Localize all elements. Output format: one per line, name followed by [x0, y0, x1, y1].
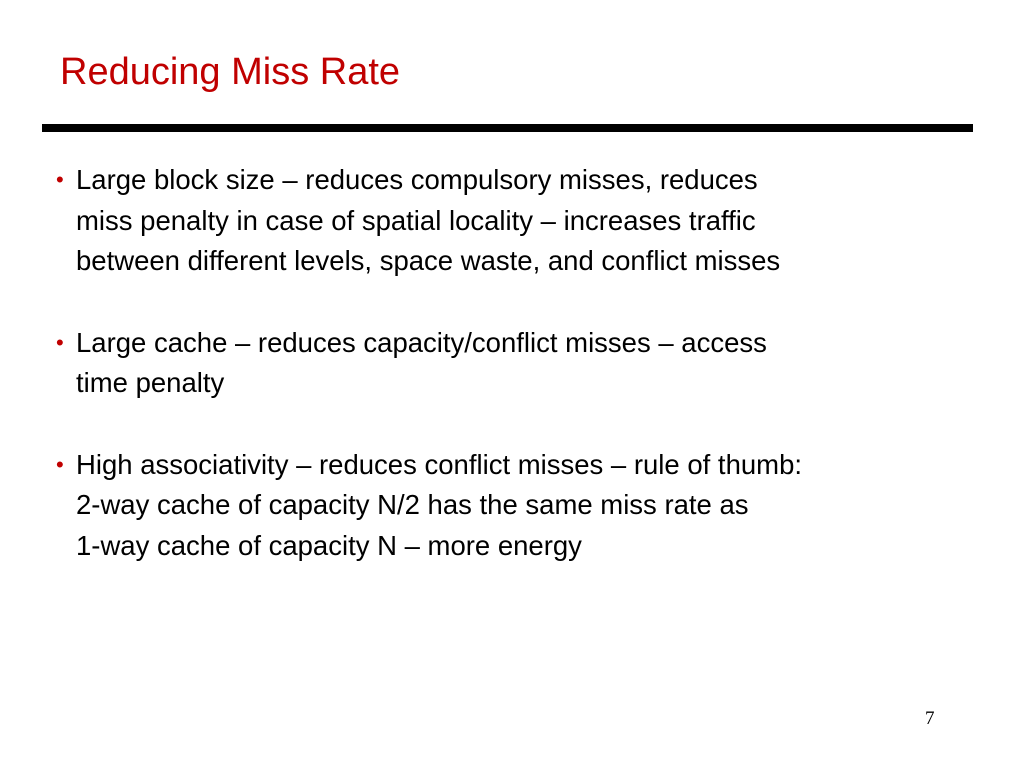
bullet-dot-icon: •	[56, 167, 64, 192]
bullet-dot-icon: •	[56, 329, 64, 355]
bullet-line: Large block size – reduces compulsory mi…	[76, 164, 758, 195]
bullet-dot-icon: •	[56, 451, 64, 477]
bullet-item: • High associativity – reduces conflict …	[54, 445, 984, 567]
bullet-list: • Large block size – reduces compulsory …	[54, 160, 984, 607]
title-divider	[42, 124, 973, 132]
bullet-line: between different levels, space waste, a…	[76, 245, 781, 276]
bullet-line: Large cache – reduces capacity/conflict …	[76, 326, 767, 358]
bullet-line: 2-way cache of capacity N/2 has the same…	[76, 489, 749, 520]
bullet-item: • Large cache – reduces capacity/conflic…	[54, 323, 984, 404]
bullet-line: 1-way cache of capacity N – more energy	[76, 529, 582, 561]
bullet-line: time penalty	[76, 367, 225, 398]
page-number: 7	[925, 708, 935, 729]
slide-title: Reducing Miss Rate	[60, 51, 401, 93]
bullet-line: High associativity – reduces conflict mi…	[76, 448, 802, 480]
bullet-line: miss penalty in case of spatial locality…	[76, 204, 756, 236]
bullet-item: • Large block size – reduces compulsory …	[54, 160, 984, 282]
